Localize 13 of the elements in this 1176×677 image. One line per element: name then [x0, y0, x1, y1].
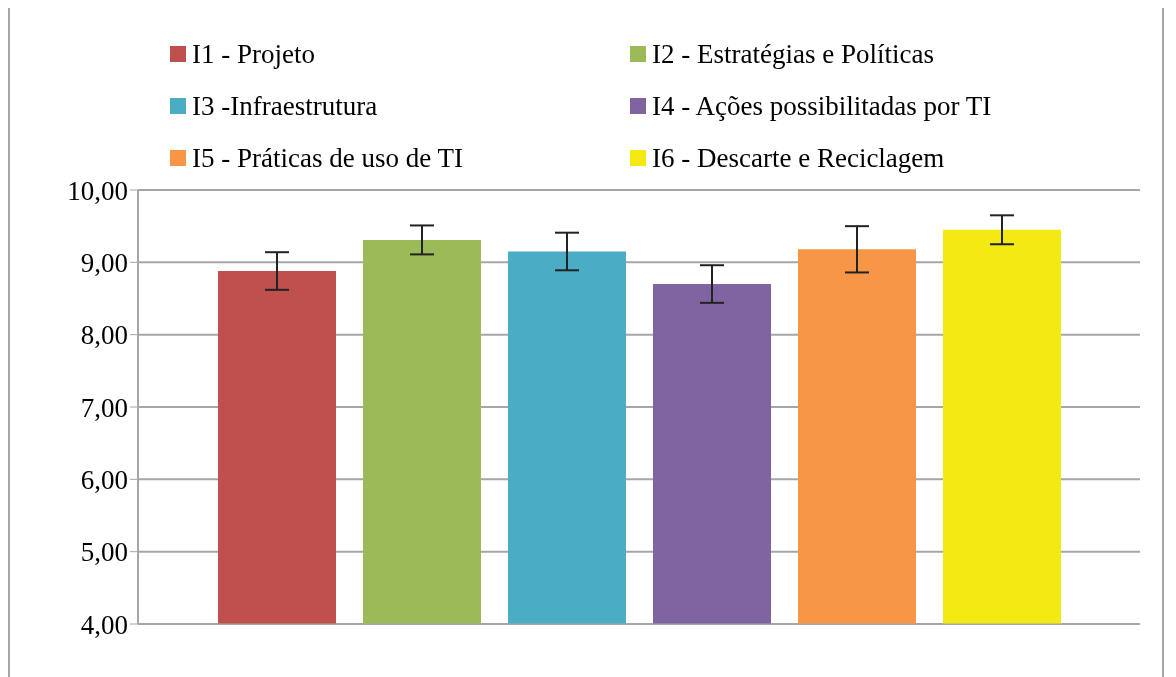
- y-tick-label: 8,00: [80, 320, 128, 351]
- y-tick-label: 4,00: [80, 609, 128, 640]
- legend-label: I2 - Estratégias e Políticas: [652, 38, 934, 70]
- y-tick-label: 10,00: [67, 175, 128, 206]
- y-tick-label: 6,00: [80, 464, 128, 495]
- legend-label: I4 - Ações possibilitadas por TI: [652, 90, 992, 122]
- legend-label: I6 - Descarte e Reciclagem: [652, 142, 945, 174]
- y-tick-label: 7,00: [80, 392, 128, 423]
- legend-label: I3 -Infraestrutura: [192, 90, 378, 122]
- legend-label: I1 - Projeto: [192, 38, 315, 70]
- legend-label: I5 - Práticas de uso de TI: [192, 142, 463, 174]
- y-tick-label: 5,00: [80, 537, 128, 568]
- y-tick-label: 9,00: [80, 247, 128, 278]
